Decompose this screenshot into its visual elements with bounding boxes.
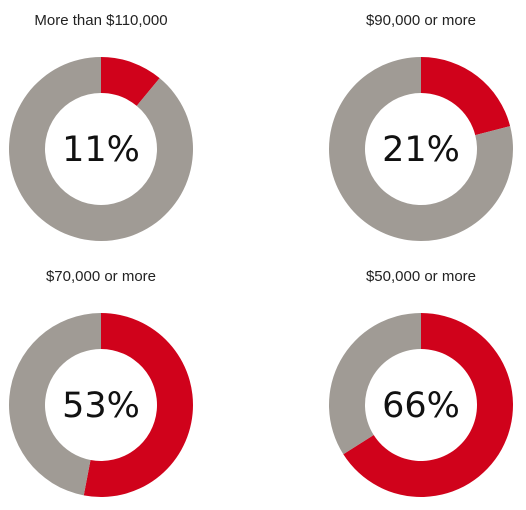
donut-slice-remainder	[329, 57, 513, 241]
donut-chart-3: $70,000 or more 53%	[0, 256, 221, 510]
chart-title: More than $110,000	[34, 12, 168, 29]
donut-chart-1: More than $110,000 11%	[0, 0, 221, 254]
chart-title: $90,000 or more	[365, 12, 477, 29]
donut-svg: 11%	[8, 57, 194, 241]
donut-slice-highlight	[101, 57, 160, 106]
donut-chart-2: $90,000 or more 21%	[301, 0, 526, 254]
chart-title: $50,000 or more	[365, 268, 477, 285]
donut-slice-highlight	[83, 313, 193, 497]
donut-svg: 66%	[329, 313, 513, 497]
donut-slice-highlight	[421, 57, 511, 136]
donut-svg: 53%	[8, 313, 193, 497]
donut-slice-remainder	[329, 313, 421, 455]
donut-center-label: 66%	[382, 386, 460, 426]
donut-center-label: 21%	[382, 130, 460, 170]
donut-slice-remainder	[8, 313, 101, 496]
donut-slice-remainder	[8, 57, 194, 241]
donut-chart-4: $50,000 or more 66%	[301, 256, 526, 510]
donut-center-label: 53%	[62, 386, 140, 426]
donut-center-label: 11%	[62, 130, 140, 170]
chart-title: $70,000 or more	[45, 268, 157, 285]
donut-svg: 21%	[329, 57, 513, 241]
donut-slice-highlight	[343, 313, 513, 497]
